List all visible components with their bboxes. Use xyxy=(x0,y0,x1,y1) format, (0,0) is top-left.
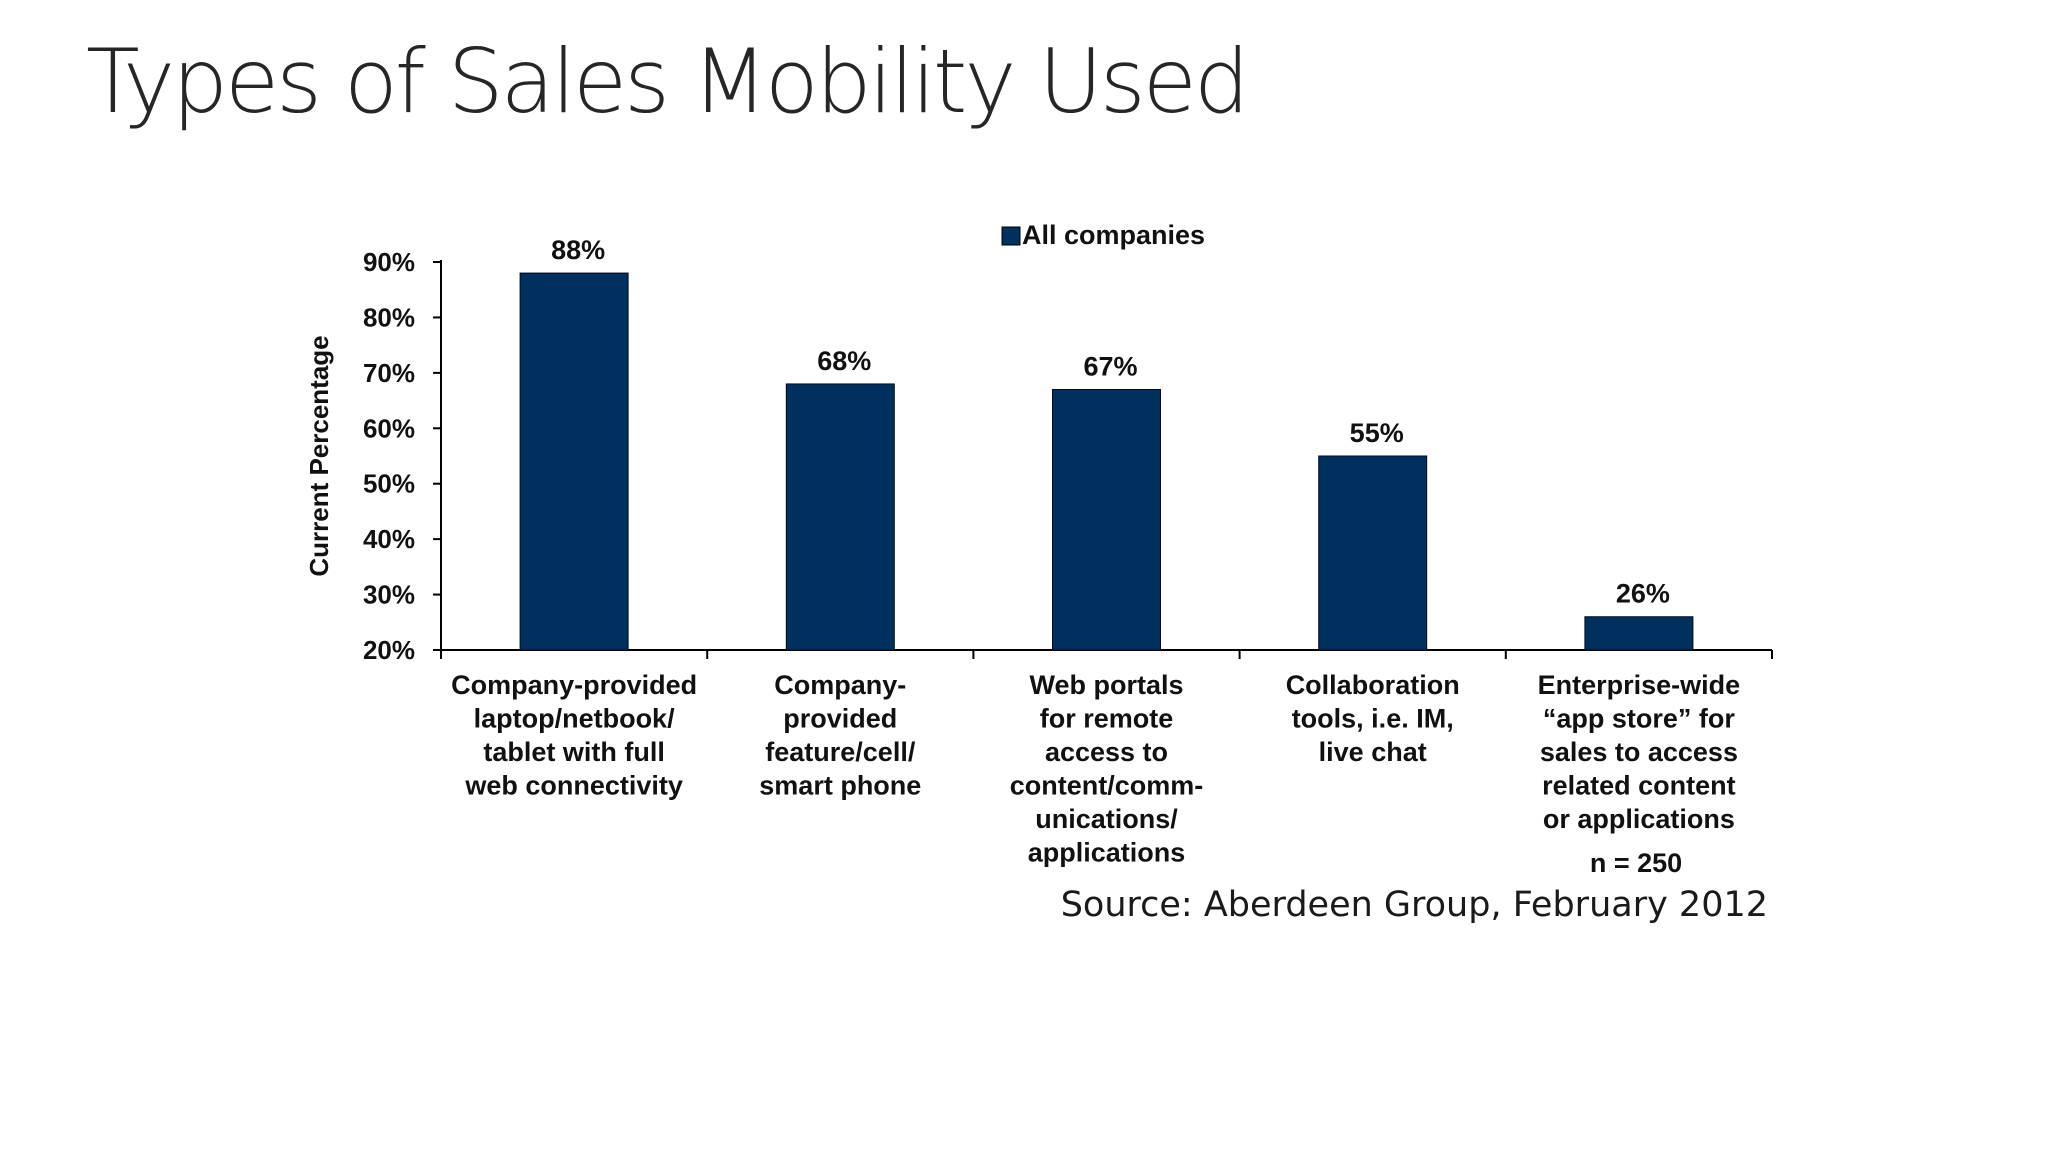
y-tick-label: 40% xyxy=(363,524,415,554)
bar xyxy=(1052,388,1161,651)
bar xyxy=(785,383,895,651)
legend-swatch xyxy=(1001,226,1021,246)
y-tick-label: 30% xyxy=(363,580,415,610)
sample-size-annotation: n = 250 xyxy=(1590,848,1682,878)
data-label: 88% xyxy=(551,235,605,265)
y-tick-label: 20% xyxy=(363,635,415,665)
y-tick-label: 60% xyxy=(363,413,415,443)
bar xyxy=(1318,455,1428,651)
category-label: Company-provided laptop/netbook/tablet wi… xyxy=(451,670,697,801)
y-tick-label: 80% xyxy=(363,302,415,332)
y-tick-label: 70% xyxy=(363,358,415,388)
bar xyxy=(519,272,629,651)
data-label: 68% xyxy=(817,346,871,376)
category-label: Web portals for remote access to content/co… xyxy=(1010,670,1204,868)
data-label: 67% xyxy=(1083,351,1137,381)
source-note: Source: Aberdeen Group, February 2012 xyxy=(1060,885,1768,925)
y-tick-label: 90% xyxy=(363,247,415,277)
category-label: Collaboration tools, i.e. IM, live chat xyxy=(1286,670,1460,767)
category-label: Enterprise-wide “app store” for sales to a… xyxy=(1538,670,1741,834)
data-label: 55% xyxy=(1350,418,1404,448)
y-tick-label: 50% xyxy=(363,469,415,499)
bar xyxy=(1584,616,1694,651)
category-label: Company-provided feature/cell/smart phone xyxy=(759,670,921,801)
legend-label: All companies xyxy=(1022,220,1205,250)
slide-title: Types of Sales Mobility Used xyxy=(86,30,1250,133)
y-axis-title: Current Percentage xyxy=(304,335,334,576)
data-label: 26% xyxy=(1616,579,1670,609)
